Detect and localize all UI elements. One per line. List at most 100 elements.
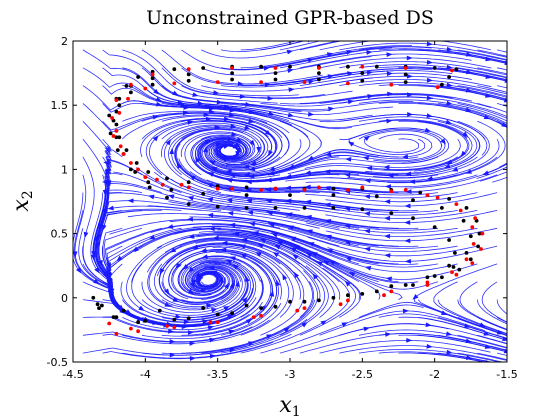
- streamline: [201, 138, 302, 173]
- stream-arrow: [239, 94, 246, 99]
- data-point: [346, 298, 350, 303]
- data-point: [403, 283, 408, 287]
- stream-arrow: [248, 109, 256, 115]
- stream-arrow: [320, 320, 327, 326]
- streamline: [373, 120, 490, 178]
- stream-arrow: [363, 135, 371, 142]
- stream-arrow: [283, 327, 290, 333]
- stream-arrow: [200, 288, 207, 293]
- data-point: [411, 283, 415, 287]
- streamline: [325, 210, 498, 223]
- y-tick-label: 1: [61, 163, 68, 176]
- streamline: [209, 250, 280, 336]
- streamline: [196, 234, 341, 300]
- stream-arrow: [187, 195, 194, 201]
- stream-arrow: [346, 49, 353, 55]
- stream-arrow: [513, 333, 520, 340]
- stream-arrow: [543, 83, 550, 89]
- streamline: [168, 126, 262, 176]
- stream-arrow: [426, 343, 433, 349]
- streamline: [169, 219, 340, 247]
- data-point: [259, 64, 263, 69]
- stream-arrow: [402, 308, 409, 314]
- streamline: [190, 144, 340, 183]
- streamline: [457, 317, 507, 336]
- streamline: [161, 85, 331, 112]
- data-point: [447, 238, 451, 242]
- data-point: [129, 90, 133, 95]
- data-point: [95, 302, 100, 307]
- streamline: [180, 257, 241, 295]
- stream-arrow: [406, 337, 413, 343]
- stream-arrow: [223, 306, 230, 311]
- stream-arrow: [383, 164, 390, 170]
- streamline: [240, 267, 351, 354]
- streamline: [122, 302, 282, 343]
- data-point: [425, 193, 430, 198]
- streamline: [92, 159, 143, 265]
- stream-arrow: [76, 267, 82, 274]
- data-point: [244, 303, 249, 308]
- streamline: [437, 299, 507, 334]
- data-point: [403, 80, 408, 84]
- stream-arrow: [226, 314, 234, 320]
- streamline: [178, 158, 340, 193]
- data-point: [360, 185, 365, 190]
- streamline: [339, 79, 507, 95]
- streamline: [181, 267, 233, 303]
- data-point: [450, 270, 454, 274]
- stream-arrow: [384, 184, 391, 190]
- stream-arrow: [345, 156, 352, 162]
- data-point: [91, 295, 96, 300]
- data-point: [273, 77, 278, 82]
- data-point: [186, 316, 191, 321]
- data-point: [454, 67, 459, 72]
- streamline: [339, 61, 507, 76]
- streamline: [299, 41, 471, 51]
- stream-arrow: [207, 212, 214, 218]
- streamline: [185, 261, 248, 300]
- data-point: [129, 82, 133, 87]
- stream-arrow: [445, 119, 452, 125]
- streamline: [122, 49, 278, 104]
- streamline: [161, 49, 323, 85]
- stream-arrow: [259, 238, 266, 243]
- streamline: [159, 243, 281, 301]
- data-point: [169, 188, 174, 192]
- data-point: [114, 122, 119, 127]
- streamline: [319, 340, 491, 354]
- streamline: [161, 260, 252, 321]
- data-point: [389, 284, 394, 289]
- streamline: [205, 138, 283, 170]
- stream-arrow: [101, 224, 107, 231]
- stream-arrow: [404, 238, 411, 244]
- data-point: [432, 66, 437, 70]
- data-point: [360, 64, 365, 69]
- stream-arrow: [446, 349, 453, 355]
- stream-arrow: [543, 65, 550, 71]
- data-point: [473, 216, 478, 221]
- stream-arrow: [531, 336, 538, 342]
- y-tick-label: 2: [61, 35, 68, 48]
- stream-arrow: [534, 135, 541, 143]
- streamline: [319, 94, 492, 108]
- streamline: [181, 67, 350, 86]
- stream-arrow: [444, 163, 451, 169]
- stream-arrow: [192, 92, 199, 97]
- stream-arrow: [364, 265, 372, 271]
- data-point: [295, 308, 300, 313]
- streamline: [280, 93, 453, 105]
- stream-arrow: [308, 111, 315, 117]
- data-point: [215, 80, 220, 84]
- stream-arrow: [323, 260, 330, 266]
- streamline: [437, 334, 507, 351]
- streamline: [189, 216, 360, 247]
- streamline: [201, 41, 340, 59]
- streamline: [141, 260, 257, 326]
- streamline: [96, 200, 222, 255]
- streamline: [107, 227, 202, 315]
- streamline: [102, 341, 274, 360]
- stream-arrow: [248, 221, 256, 227]
- streamline: [204, 120, 290, 171]
